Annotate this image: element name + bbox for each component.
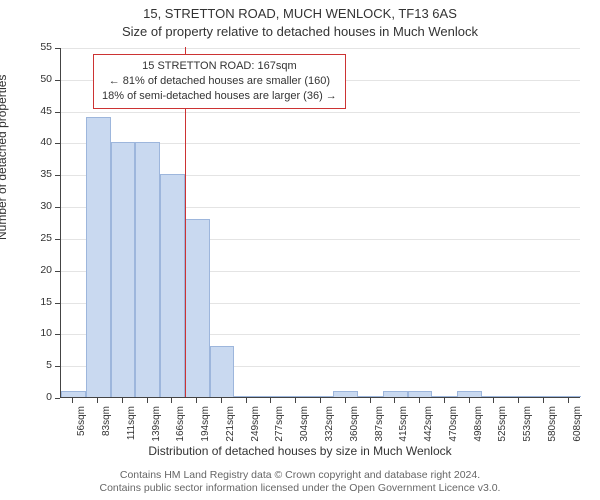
annotation-line3: 18% of semi-detached houses are larger (… bbox=[102, 89, 337, 104]
x-tick-label: 111sqm bbox=[126, 406, 137, 450]
histogram-bar bbox=[507, 396, 532, 397]
y-tick-label: 40 bbox=[30, 136, 52, 148]
x-tick-label: 83sqm bbox=[101, 406, 112, 450]
x-tick-label: 277sqm bbox=[274, 406, 285, 450]
annotation-box: 15 STRETTON ROAD: 167sqm← 81% of detache… bbox=[93, 54, 346, 109]
y-tick-label: 10 bbox=[30, 327, 52, 339]
x-tick-label: 525sqm bbox=[497, 406, 508, 450]
histogram-bar bbox=[309, 396, 334, 397]
x-tick-label: 360sqm bbox=[349, 406, 360, 450]
chart-title-line1: 15, STRETTON ROAD, MUCH WENLOCK, TF13 6A… bbox=[0, 6, 600, 21]
histogram-bar bbox=[160, 174, 185, 397]
histogram-bar bbox=[259, 396, 284, 397]
y-tick-label: 35 bbox=[30, 168, 52, 180]
x-tick-label: 221sqm bbox=[225, 406, 236, 450]
x-tick-label: 194sqm bbox=[200, 406, 211, 450]
x-tick-label: 139sqm bbox=[151, 406, 162, 450]
histogram-bar bbox=[556, 396, 581, 397]
plot-area: 15 STRETTON ROAD: 167sqm← 81% of detache… bbox=[60, 48, 580, 398]
x-tick-label: 56sqm bbox=[76, 406, 87, 450]
x-tick-label: 332sqm bbox=[324, 406, 335, 450]
attribution-line1: Contains HM Land Registry data © Crown c… bbox=[120, 469, 480, 481]
histogram-bar bbox=[358, 396, 383, 397]
x-tick-label: 470sqm bbox=[448, 406, 459, 450]
y-tick-label: 15 bbox=[30, 296, 52, 308]
histogram-bar bbox=[383, 391, 408, 397]
histogram-bar bbox=[432, 396, 457, 397]
histogram-bar bbox=[284, 396, 309, 397]
histogram-bar bbox=[135, 142, 160, 397]
attribution: Contains HM Land Registry data © Crown c… bbox=[0, 469, 600, 496]
x-tick-label: 580sqm bbox=[547, 406, 558, 450]
y-axis-label: Number of detached properties bbox=[0, 75, 9, 240]
y-tick-label: 45 bbox=[30, 105, 52, 117]
histogram-bar bbox=[531, 396, 556, 397]
annotation-line1: 15 STRETTON ROAD: 167sqm bbox=[102, 59, 337, 74]
histogram-bar bbox=[457, 391, 482, 397]
annotation-line2: ← 81% of detached houses are smaller (16… bbox=[102, 74, 337, 89]
y-tick-label: 55 bbox=[30, 41, 52, 53]
chart-title-line2: Size of property relative to detached ho… bbox=[0, 24, 600, 39]
histogram-bar bbox=[234, 396, 259, 397]
histogram-bar bbox=[86, 117, 111, 397]
histogram-bar bbox=[210, 346, 235, 397]
histogram-bar bbox=[482, 396, 507, 397]
histogram-bar bbox=[111, 142, 136, 397]
x-tick-label: 498sqm bbox=[473, 406, 484, 450]
y-tick-label: 5 bbox=[30, 359, 52, 371]
y-tick-label: 20 bbox=[30, 264, 52, 276]
histogram-bar bbox=[333, 391, 358, 397]
x-tick-label: 442sqm bbox=[423, 406, 434, 450]
x-tick-label: 304sqm bbox=[299, 406, 310, 450]
attribution-line2: Contains public sector information licen… bbox=[100, 482, 501, 494]
x-tick-label: 249sqm bbox=[250, 406, 261, 450]
y-tick-label: 0 bbox=[30, 391, 52, 403]
y-tick-label: 50 bbox=[30, 73, 52, 85]
histogram-bar bbox=[185, 219, 210, 397]
histogram-bar bbox=[61, 391, 86, 397]
histogram-bar bbox=[408, 391, 433, 397]
x-tick-label: 608sqm bbox=[572, 406, 583, 450]
x-tick-label: 166sqm bbox=[175, 406, 186, 450]
x-tick-label: 387sqm bbox=[374, 406, 385, 450]
y-tick-label: 30 bbox=[30, 200, 52, 212]
y-tick-label: 25 bbox=[30, 232, 52, 244]
x-tick-label: 553sqm bbox=[522, 406, 533, 450]
x-tick-label: 415sqm bbox=[398, 406, 409, 450]
